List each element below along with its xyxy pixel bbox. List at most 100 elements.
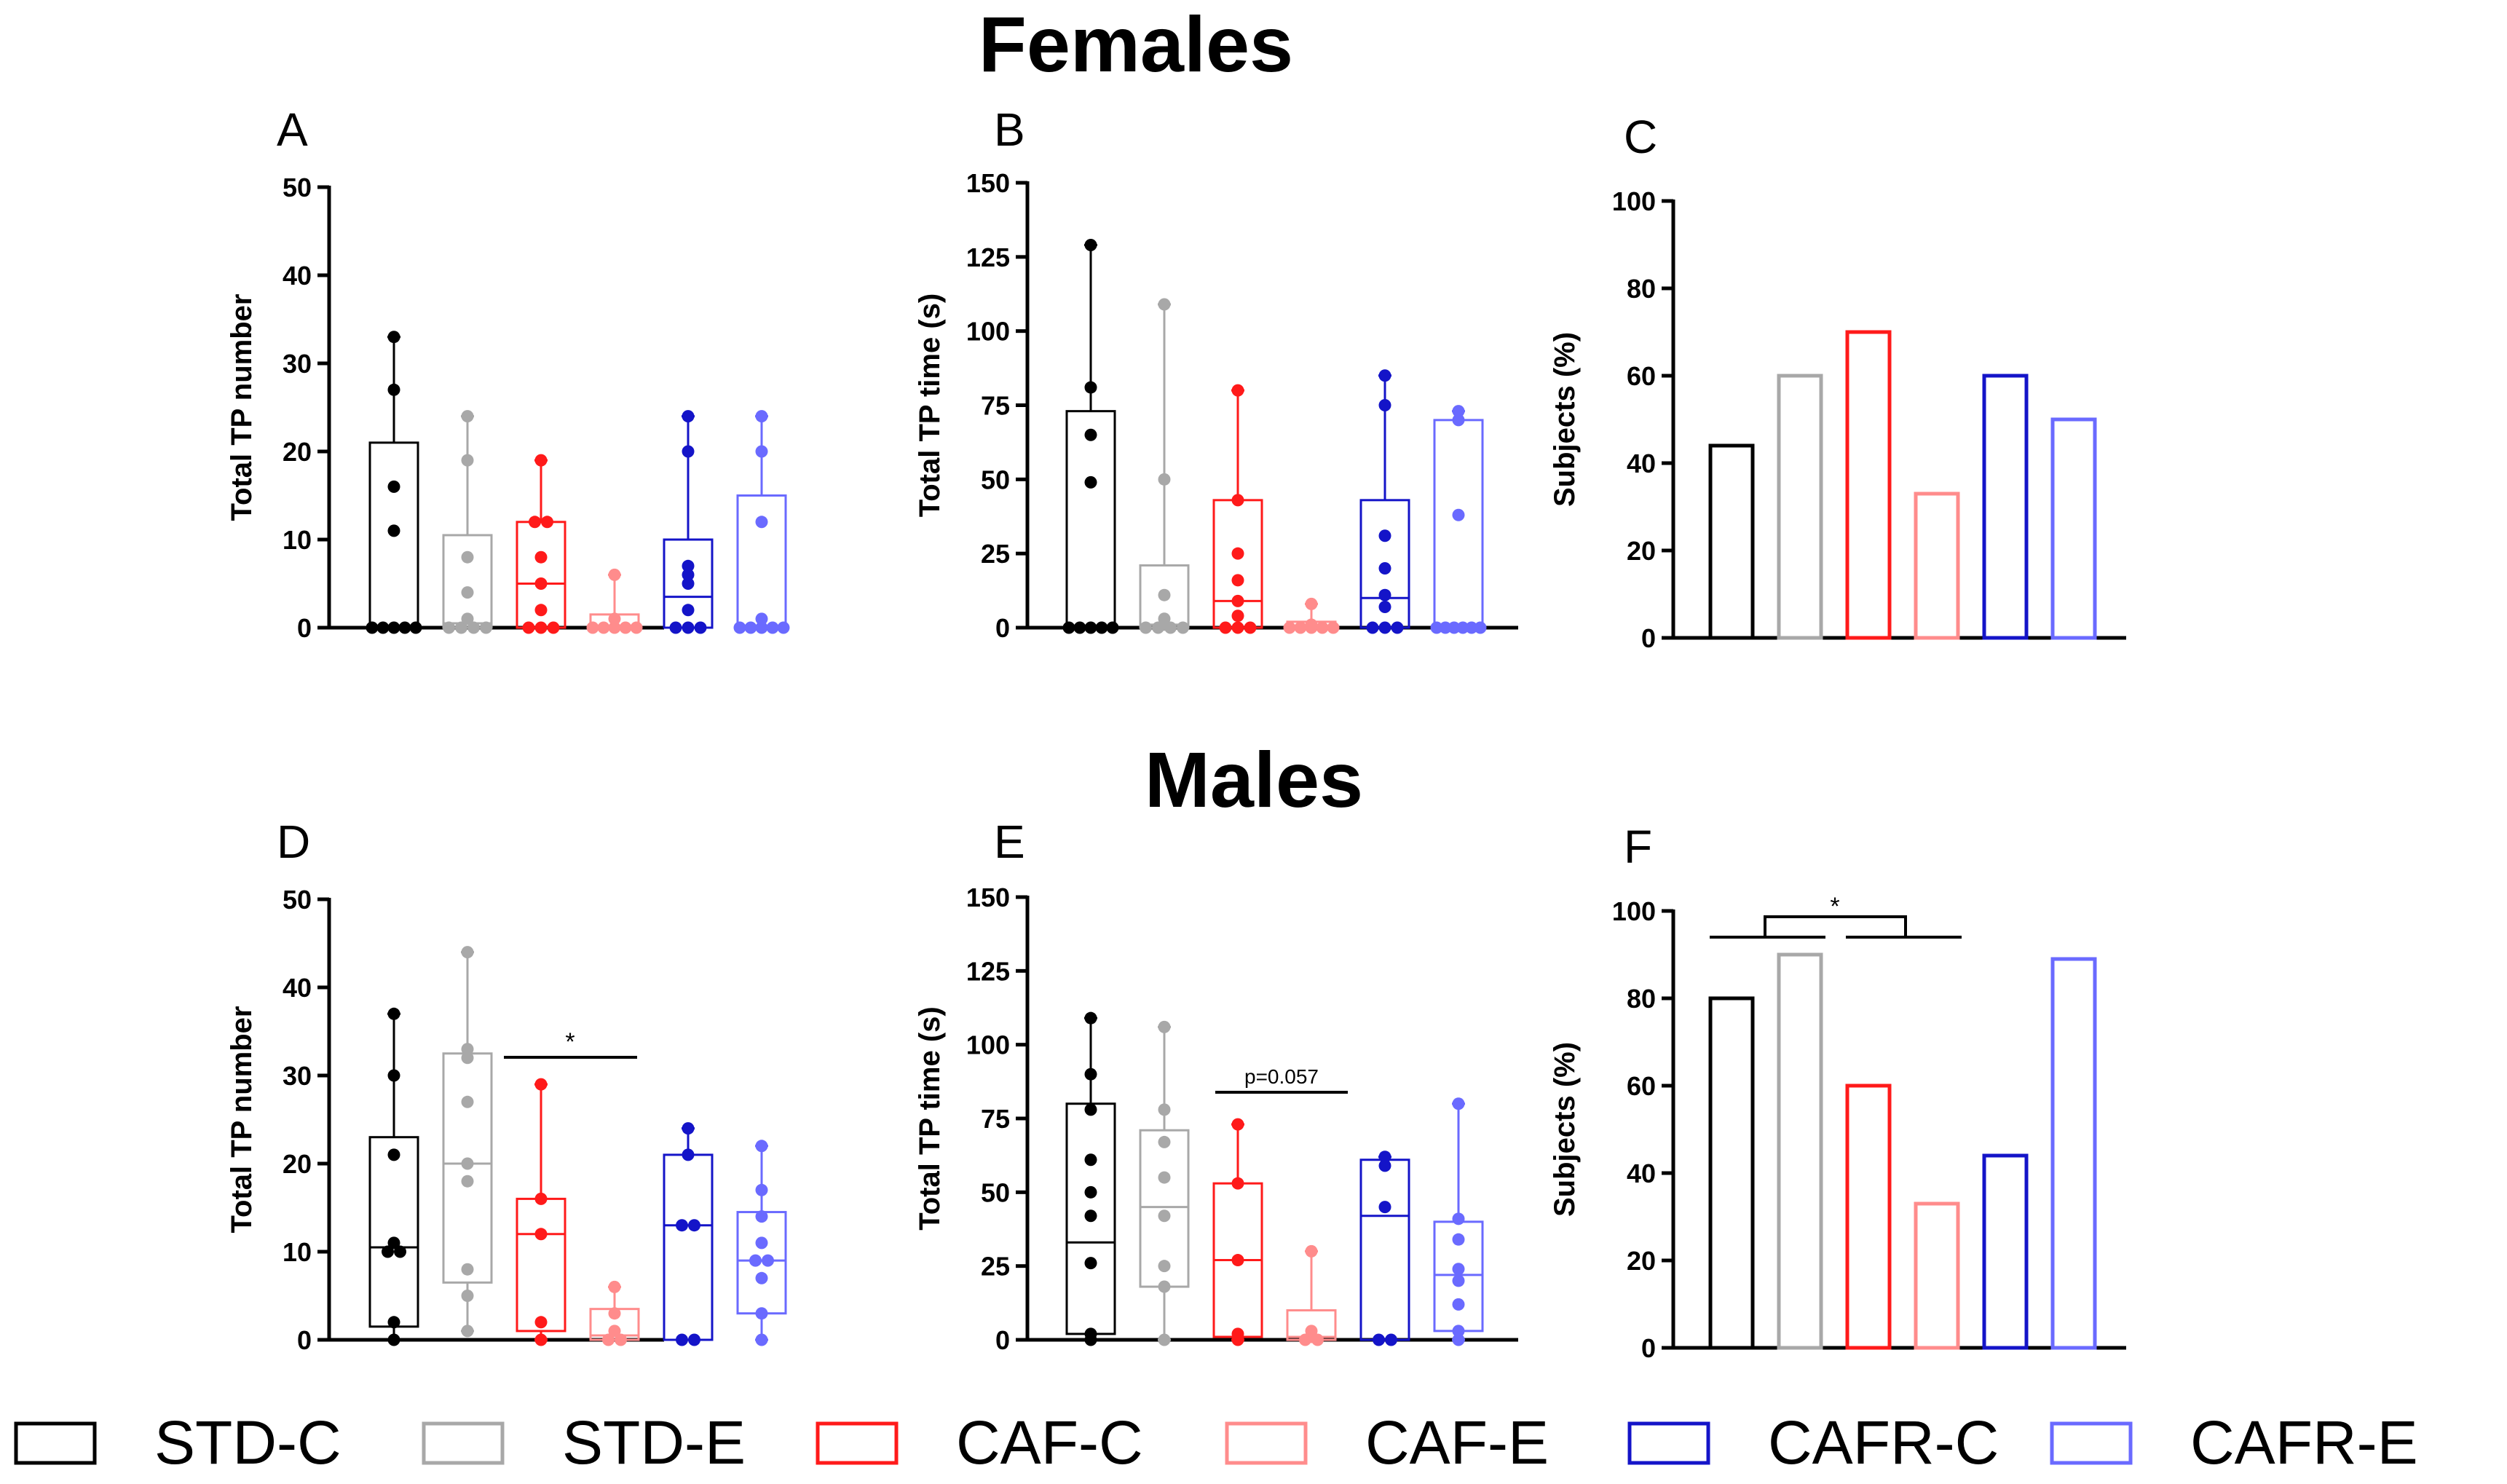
panel-c-bar-cafr-c: [1982, 374, 2029, 640]
data-point: [586, 621, 599, 634]
panel-e-box-caf-e: [1286, 1244, 1337, 1346]
panel-a-tick-label: 0: [297, 613, 312, 643]
data-point: [1448, 621, 1461, 634]
panel-d-significance: *: [504, 1028, 637, 1059]
data-point: [1084, 475, 1097, 489]
data-point: [1231, 621, 1244, 634]
panel-b-tick-label: 100: [966, 317, 1010, 347]
data-point: [461, 946, 474, 959]
legend-swatch: [14, 1421, 97, 1465]
panel-b-tick-label: 0: [995, 613, 1010, 643]
panel-a-box-cafr-c: [663, 410, 714, 634]
data-point: [387, 621, 400, 634]
data-point: [1158, 298, 1171, 311]
panel-f: F Subjects (%) 0 20 40 60 80 100: [1549, 821, 2126, 1363]
panel-e-box-cafr-c: [1359, 1151, 1410, 1346]
data-point: [387, 383, 400, 396]
data-point: [387, 1007, 400, 1020]
legend-item-cafr-e: CAFR-E: [2050, 1408, 2418, 1477]
data-point: [1452, 1274, 1465, 1287]
data-point: [1095, 621, 1108, 634]
data-point: [1158, 1260, 1171, 1273]
data-point: [1084, 1257, 1097, 1270]
data-point: [755, 621, 768, 634]
legend-swatch: [816, 1421, 899, 1465]
panel-d-box-caf-e: [589, 1280, 640, 1346]
legend-item-std-c: STD-C: [14, 1408, 341, 1477]
panel-b-box-cafr-e: [1430, 405, 1487, 634]
data-point: [755, 410, 768, 423]
panel-f-tick-label: 80: [1627, 984, 1656, 1014]
panel-d-sig-star: *: [565, 1028, 575, 1056]
data-point: [1244, 621, 1257, 634]
panel-d-label: D: [277, 816, 310, 868]
data-point: [1378, 1151, 1391, 1164]
panel-c-tick-label: 60: [1627, 361, 1656, 391]
data-point: [534, 604, 548, 617]
panel-d-tick-label: 30: [283, 1061, 312, 1091]
data-point: [1391, 621, 1404, 634]
data-point: [1465, 621, 1478, 634]
data-point: [534, 1078, 548, 1091]
panels: A Total TP number 0 10 20 30 40 50 B Total TP tim…: [226, 103, 2126, 1363]
panel-f-bar-cafr-e: [2050, 957, 2097, 1350]
legend-item-cafr-c: CAFR-C: [1627, 1408, 1999, 1477]
data-point: [1327, 621, 1340, 634]
data-point: [1231, 384, 1244, 397]
data-point: [1378, 562, 1391, 575]
data-point: [1084, 1209, 1097, 1223]
data-point: [1231, 574, 1244, 587]
data-point: [534, 1333, 548, 1346]
box: [1359, 1159, 1410, 1341]
panel-f-ylabel: Subjects (%): [1549, 1042, 1581, 1217]
data-point: [602, 1333, 615, 1346]
panel-d-ylabel: Total TP number: [226, 1006, 258, 1234]
data-point: [443, 621, 455, 634]
panel-b-tick-label: 150: [966, 168, 1010, 198]
panel-e-pvalue: p=0.057: [1244, 1065, 1319, 1088]
legend: STD-C STD-E CAF-C CAF-E CAFR-C CAFR-E: [14, 1408, 2418, 1477]
data-point: [1158, 1020, 1171, 1033]
data-point: [1084, 428, 1097, 441]
data-point: [387, 1148, 400, 1161]
data-point: [755, 516, 768, 529]
panel-b-ylabel: Total TP time (s): [914, 293, 946, 517]
box: [1212, 499, 1263, 629]
panel-a-tick-label: 10: [283, 525, 312, 555]
panel-a-tick-label: 20: [283, 437, 312, 467]
data-point: [534, 454, 548, 467]
panel-b-box-caf-c: [1212, 384, 1263, 634]
data-point: [688, 1333, 700, 1346]
data-point: [461, 612, 474, 625]
panel-f-bar-caf-e: [1914, 1201, 1960, 1350]
data-point: [461, 1157, 474, 1170]
panel-d-box-std-c: [368, 1007, 419, 1346]
data-point: [1305, 618, 1318, 631]
data-point: [387, 1236, 400, 1250]
data-point: [1084, 381, 1097, 394]
panel-b-tick-label: 75: [981, 391, 1010, 421]
panel-e-box-std-e: [1139, 1020, 1190, 1346]
data-point: [522, 621, 535, 634]
data-point: [1231, 547, 1244, 560]
data-point: [1373, 1333, 1385, 1346]
data-point: [1452, 1212, 1465, 1226]
data-point: [755, 1271, 768, 1284]
panel-e: E Total TP time (s) 0 25 50 75 100 125 150: [914, 816, 1518, 1355]
panel-f-tick-label: 40: [1627, 1159, 1656, 1188]
panel-a-tick-label: 40: [283, 261, 312, 291]
data-point: [1106, 621, 1119, 634]
panel-e-box-std-c: [1065, 1011, 1116, 1346]
legend-label: CAFR-C: [1768, 1408, 1999, 1477]
data-point: [1084, 1103, 1097, 1116]
data-point: [619, 621, 632, 634]
data-point: [669, 621, 682, 634]
data-point: [1452, 1233, 1465, 1246]
data-point: [1378, 1201, 1391, 1214]
legend-swatch: [422, 1421, 505, 1465]
panel-e-tick-label: 0: [995, 1325, 1010, 1355]
panel-b-label: B: [994, 103, 1025, 156]
data-point: [755, 1307, 768, 1320]
panel-e-tick-label: 50: [981, 1177, 1010, 1207]
panel-c-bar-caf-e: [1914, 492, 1960, 640]
